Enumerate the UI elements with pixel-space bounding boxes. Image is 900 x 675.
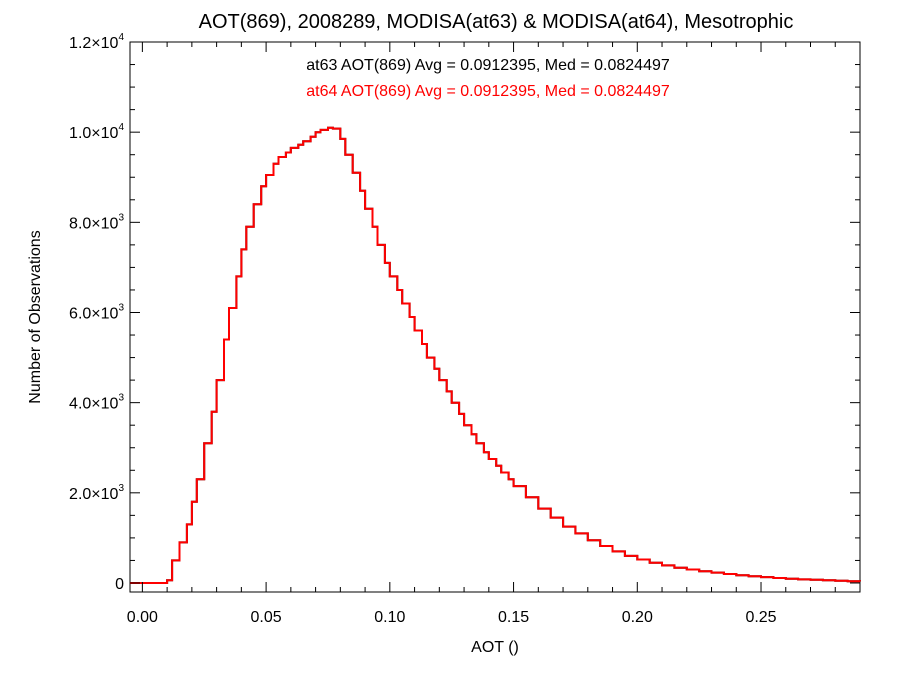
y-tick-label: 0	[115, 576, 124, 593]
y-axis: 0 2.0×103 4.0×103 6.0×103 8.0×103 1.0×104 1.2×…	[69, 32, 860, 593]
series-line-at64	[130, 126, 861, 584]
x-axis-label: AOT ()	[471, 639, 519, 656]
y-tick-label: 6.0×103	[69, 302, 124, 322]
x-tick-label: 0.10	[374, 609, 405, 626]
x-tick-label: 0.25	[745, 609, 776, 626]
plot-border	[129, 41, 861, 593]
annotation-at63: at63 AOT(869) Avg = 0.0912395, Med = 0.0…	[306, 57, 670, 74]
annotation-at64: at64 AOT(869) Avg = 0.0912395, Med = 0.0…	[306, 83, 670, 100]
series-layer	[130, 126, 861, 584]
y-tick-label: 1.0×104	[69, 122, 124, 142]
x-tick-label: 0.20	[622, 609, 653, 626]
y-tick-label: 2.0×103	[69, 483, 124, 503]
x-axis: 0.00 0.05 0.10 0.15 0.20 0.25	[127, 42, 836, 626]
y-tick-label: 1.2×104	[69, 32, 124, 52]
y-axis-label: Number of Observations	[27, 230, 44, 403]
y-tick-label: 8.0×103	[69, 212, 124, 232]
x-tick-label: 0.00	[127, 609, 158, 626]
x-tick-label: 0.05	[251, 609, 282, 626]
series-line-at63	[130, 126, 861, 584]
plot-frame	[129, 41, 861, 593]
x-tick-label: 0.15	[498, 609, 529, 626]
y-tick-label: 4.0×103	[69, 393, 124, 413]
chart-title: AOT(869), 2008289, MODISA(at63) & MODISA…	[199, 11, 794, 33]
